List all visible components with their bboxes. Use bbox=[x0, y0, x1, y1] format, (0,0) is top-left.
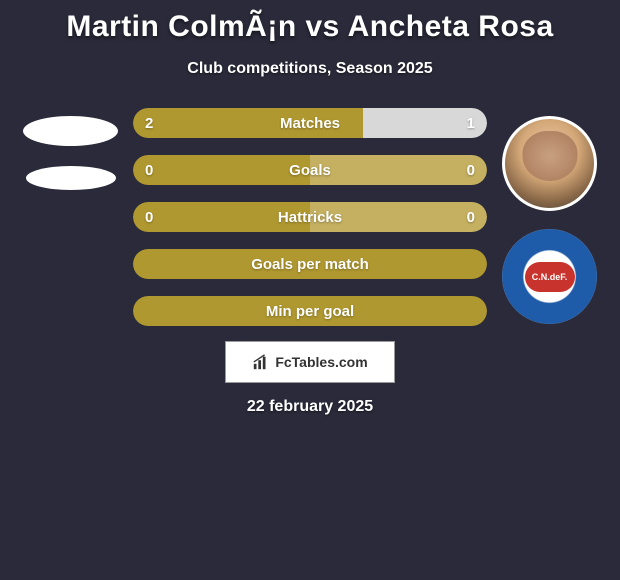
stats-container: 2 Matches 1 0 Goals 0 0 Hattricks 0 Goals per mat… bbox=[8, 108, 612, 326]
stat-bar: 0 Goals 0 bbox=[133, 155, 487, 185]
stat-left-value: 2 bbox=[145, 115, 153, 132]
page-title: Martin ColmÃ¡n vs Ancheta Rosa bbox=[8, 10, 612, 44]
player2-column: C.N.deF. bbox=[487, 108, 612, 324]
stat-bar: Min per goal bbox=[133, 296, 487, 326]
stat-right-value: 0 bbox=[467, 162, 475, 179]
player2-avatar bbox=[502, 116, 597, 211]
player1-column bbox=[8, 108, 133, 190]
attribution-text: FcTables.com bbox=[275, 354, 367, 370]
stat-left-value: 0 bbox=[145, 162, 153, 179]
stat-bar: 2 Matches 1 bbox=[133, 108, 487, 138]
stat-bar: Goals per match bbox=[133, 249, 487, 279]
player1-club-placeholder bbox=[26, 166, 116, 190]
stat-label: Min per goal bbox=[266, 303, 354, 320]
chart-icon bbox=[252, 353, 270, 371]
stat-bar: 0 Hattricks 0 bbox=[133, 202, 487, 232]
stat-label: Goals bbox=[289, 162, 331, 179]
stat-label: Matches bbox=[280, 115, 340, 132]
attribution-box: FcTables.com bbox=[225, 341, 395, 383]
stat-right-value: 0 bbox=[467, 209, 475, 226]
date-text: 22 february 2025 bbox=[8, 398, 612, 416]
stat-bars-column: 2 Matches 1 0 Goals 0 0 Hattricks 0 Goals per mat… bbox=[133, 108, 487, 326]
player2-club-logo: C.N.deF. bbox=[502, 229, 597, 324]
stat-label: Goals per match bbox=[251, 256, 369, 273]
stat-right-value: 1 bbox=[467, 115, 475, 132]
player1-avatar-placeholder bbox=[23, 116, 118, 146]
comparison-infographic: Martin ColmÃ¡n vs Ancheta Rosa Club comp… bbox=[0, 0, 620, 426]
subtitle: Club competitions, Season 2025 bbox=[8, 60, 612, 78]
bar-left-fill bbox=[133, 155, 310, 185]
stat-left-value: 0 bbox=[145, 209, 153, 226]
stat-label: Hattricks bbox=[278, 209, 342, 226]
bar-right-fill bbox=[310, 155, 487, 185]
club-logo-text: C.N.deF. bbox=[525, 262, 575, 292]
